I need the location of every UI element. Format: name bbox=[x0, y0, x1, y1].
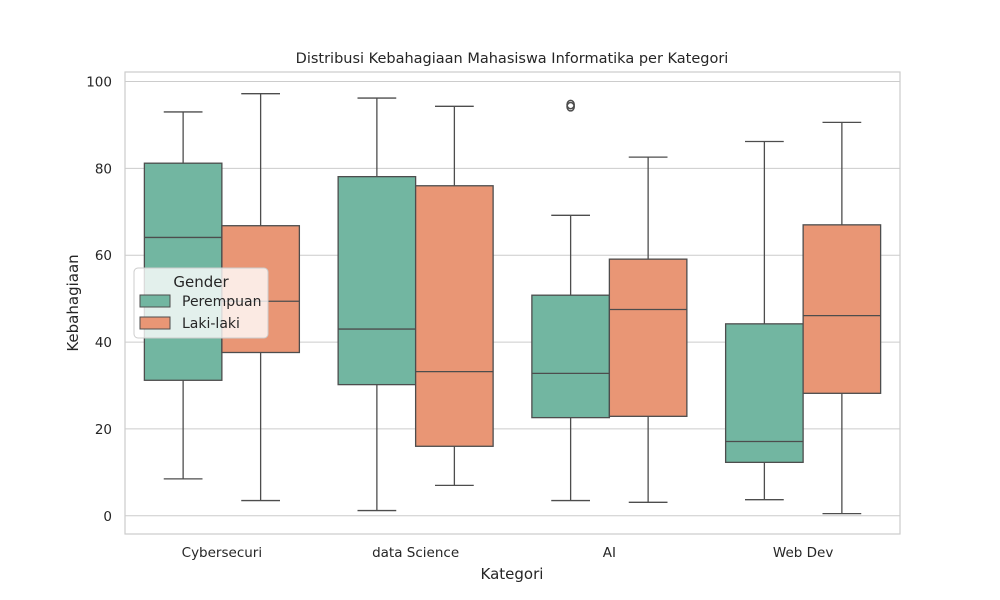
box-laki-laki-2 bbox=[608, 156, 688, 503]
box-body-perempuan-1 bbox=[337, 175, 417, 386]
y-tick-label-20: 20 bbox=[95, 422, 112, 438]
x-tick-label-ai: AI bbox=[603, 545, 616, 561]
y-tick-label-40: 40 bbox=[95, 335, 112, 351]
box-perempuan-1 bbox=[337, 97, 417, 512]
y-tick-label-0: 0 bbox=[103, 509, 112, 525]
x-tick-label-cybersecuri: Cybersecuri bbox=[182, 545, 262, 561]
box-perempuan-2 bbox=[531, 99, 611, 502]
box-body-laki-laki-2 bbox=[608, 258, 688, 417]
box-body-laki-laki-1 bbox=[414, 185, 494, 447]
box-body-perempuan-2 bbox=[531, 294, 611, 419]
y-tick-label-100: 100 bbox=[86, 75, 112, 91]
box-laki-laki-1 bbox=[414, 105, 494, 487]
y-tick-label-60: 60 bbox=[95, 248, 112, 264]
box-body-perempuan-3 bbox=[724, 323, 804, 464]
outlier-perempuan-2-1 bbox=[566, 99, 575, 110]
box-laki-laki-3 bbox=[802, 121, 882, 515]
legend-swatch-laki-laki bbox=[139, 316, 171, 330]
legend-title: Gender bbox=[173, 273, 229, 291]
y-tick-labels: 0 20 40 60 80 100 bbox=[86, 75, 112, 525]
x-tick-label-web-dev: Web Dev bbox=[773, 545, 833, 561]
box-perempuan-3 bbox=[724, 140, 804, 501]
x-tick-label-data-science: data Science bbox=[372, 545, 459, 561]
chart-title: Distribusi Kebahagiaan Mahasiswa Informa… bbox=[296, 51, 729, 67]
legend: Gender Perempuan Laki-laki bbox=[133, 267, 269, 339]
x-axis-label: Kategori bbox=[481, 565, 544, 583]
box-body-laki-laki-3 bbox=[802, 224, 882, 394]
legend-label-perempuan: Perempuan bbox=[182, 294, 261, 310]
legend-swatch-perempuan bbox=[139, 294, 171, 308]
y-tick-label-80: 80 bbox=[95, 161, 112, 177]
plot-frame bbox=[124, 71, 901, 535]
y-axis-label: Kebahagiaan bbox=[64, 254, 82, 351]
x-tick-labels: Cybersecuri data Science AI Web Dev bbox=[182, 545, 834, 561]
legend-label-laki-laki: Laki-laki bbox=[182, 316, 240, 332]
